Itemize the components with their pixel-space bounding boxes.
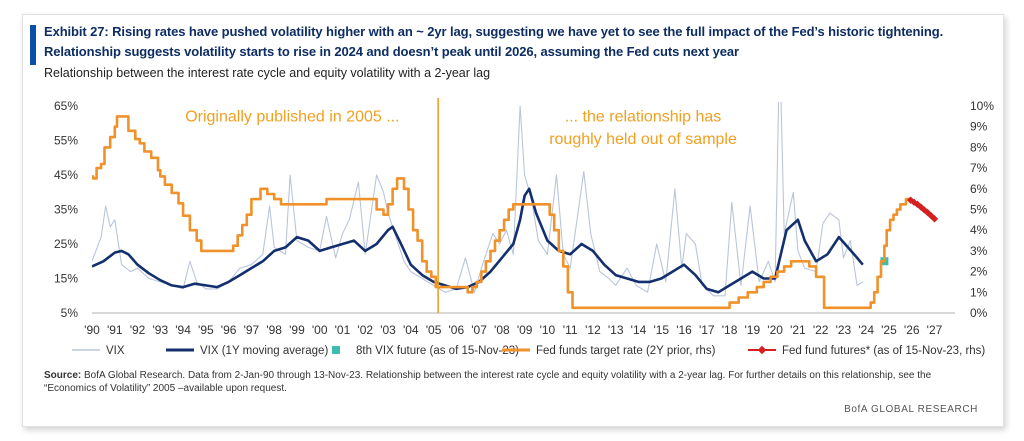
y-right-tick-label: 5% xyxy=(970,203,988,217)
y-left-tick-label: 45% xyxy=(54,168,78,182)
legend-fed-futures-swatch-dot xyxy=(757,345,767,355)
y-left-tick-label: 15% xyxy=(54,272,78,286)
exhibit-frame xyxy=(22,14,1004,427)
fed-futures-point xyxy=(930,215,939,223)
x-tick-label: '90 xyxy=(84,323,100,337)
y-right-tick-label: 9% xyxy=(970,120,988,134)
exhibit-title-line2: Relationship suggests volatility starts … xyxy=(44,44,739,59)
x-tick-label: '98 xyxy=(266,323,282,337)
annotation-held-line1: ... the relationship has xyxy=(565,109,722,126)
x-tick-label: '15 xyxy=(653,323,669,337)
x-tick-label: '16 xyxy=(676,323,692,337)
x-tick-label: '26 xyxy=(904,323,920,337)
y-left-tick-label: 5% xyxy=(61,306,79,320)
vix-series-line xyxy=(92,102,864,297)
y-left-tick-label: 55% xyxy=(54,134,78,148)
x-tick-label: '12 xyxy=(585,323,601,337)
x-tick-label: '96 xyxy=(221,323,237,337)
legend-vix-ma-label: VIX (1Y moving average) xyxy=(200,345,328,357)
brand-label: BofA GLOBAL RESEARCH xyxy=(844,404,978,415)
legend: VIX VIX (1Y moving average) 8th VIX future… xyxy=(72,345,985,357)
title-accent-bar xyxy=(30,25,36,65)
x-tick-label: '91 xyxy=(107,323,123,337)
y-right-tick-label: 1% xyxy=(970,285,988,299)
x-tick-label: '22 xyxy=(813,323,829,337)
x-tick-label: '27 xyxy=(927,323,943,337)
x-tick-label: '17 xyxy=(699,323,715,337)
x-tick-label: '00 xyxy=(312,323,328,337)
y-right-tick-label: 3% xyxy=(970,244,988,258)
x-tick-label: '21 xyxy=(790,323,806,337)
y-right-tick-label: 8% xyxy=(970,140,988,154)
x-tick-label: '07 xyxy=(471,323,487,337)
source-footnote: Source: BofA Global Research. Data from … xyxy=(44,369,974,395)
source-text: BofA Global Research. Data from 2-Jan-90… xyxy=(44,370,932,394)
y-right-tick-label: 4% xyxy=(970,223,988,237)
x-tick-label: '20 xyxy=(767,323,783,337)
x-tick-label: '14 xyxy=(631,323,647,337)
legend-fed-futures-label: Fed fund futures* (as of 15-Nov-23, rhs) xyxy=(782,345,985,357)
x-tick-label: '94 xyxy=(175,323,191,337)
x-tick-label: '97 xyxy=(244,323,260,337)
y-right-tick-label: 2% xyxy=(970,265,988,279)
y-right-tick-label: 7% xyxy=(970,161,988,175)
y-right-tick-label: 10% xyxy=(970,99,994,113)
y-right-tick-label: 6% xyxy=(970,182,988,196)
x-tick-label: '11 xyxy=(563,323,578,337)
legend-vix-label: VIX xyxy=(106,345,125,357)
vix-ma-series-line xyxy=(92,187,864,294)
x-tick-label: '23 xyxy=(836,323,852,337)
x-tick-label: '24 xyxy=(858,323,874,337)
x-tick-label: '02 xyxy=(357,323,373,337)
x-tick-label: '95 xyxy=(198,323,214,337)
x-tick-label: '93 xyxy=(152,323,168,337)
x-tick-label: '92 xyxy=(130,323,146,337)
legend-vix-future-label: 8th VIX future (as of 15-Nov-23) xyxy=(356,345,519,357)
fed-rate-series-line xyxy=(92,115,911,310)
x-tick-label: '10 xyxy=(540,323,556,337)
legend-vix-future-swatch xyxy=(332,346,340,354)
x-tick-label: '18 xyxy=(722,323,738,337)
y-left-tick-label: 35% xyxy=(54,203,78,217)
x-tick-label: '01 xyxy=(335,323,351,337)
x-tick-label: '19 xyxy=(745,323,761,337)
x-tick-label: '05 xyxy=(426,323,442,337)
legend-fed-rate-label: Fed funds target rate (2Y prior, rhs) xyxy=(536,345,716,357)
y-left-tick-label: 25% xyxy=(54,237,78,251)
y-left-tick-label: 65% xyxy=(54,99,78,113)
y-right-tick-label: 0% xyxy=(970,306,988,320)
x-tick-label: '04 xyxy=(403,323,419,337)
x-tick-label: '25 xyxy=(881,323,897,337)
annotation-original: Originally published in 2005 ... xyxy=(185,109,399,126)
annotation-held-line2: roughly held out of sample xyxy=(549,131,737,148)
exhibit-subtitle: Relationship between the interest rate c… xyxy=(44,66,491,80)
x-tick-label: '99 xyxy=(289,323,305,337)
exhibit-title-line1: Exhibit 27: Rising rates have pushed vol… xyxy=(44,24,944,39)
source-label: Source: xyxy=(44,370,82,381)
x-tick-label: '13 xyxy=(608,323,624,337)
series-group xyxy=(92,102,939,310)
x-tick-label: '08 xyxy=(494,323,510,337)
x-tick-label: '06 xyxy=(449,323,465,337)
x-tick-label: '03 xyxy=(380,323,396,337)
x-tick-label: '09 xyxy=(517,323,533,337)
